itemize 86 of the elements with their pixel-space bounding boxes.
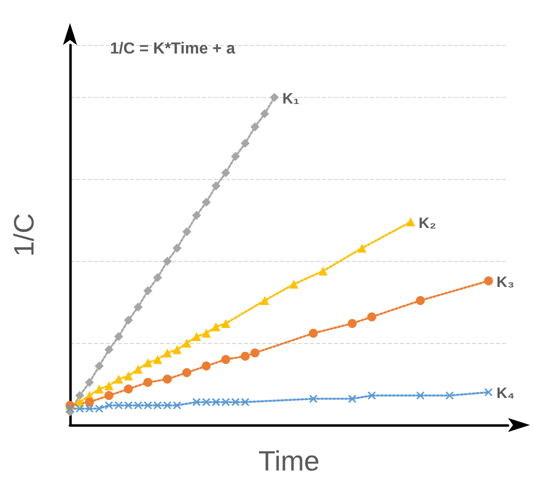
point: [212, 181, 220, 190]
point: [192, 210, 202, 220]
annotation: K₁: [282, 90, 300, 108]
point: [124, 384, 133, 394]
point: [250, 348, 260, 358]
point: [289, 280, 298, 289]
point: [348, 394, 357, 404]
point: [134, 364, 143, 374]
point: [162, 348, 172, 358]
point: [124, 371, 133, 380]
point: [172, 345, 182, 354]
point: [143, 358, 152, 368]
chart-title: 1/C = K*Time + a: [110, 40, 236, 58]
point: [153, 401, 162, 410]
point: [358, 244, 366, 253]
point: [416, 296, 425, 306]
point: [182, 338, 192, 348]
point: [445, 391, 454, 400]
point: [270, 92, 279, 102]
point: [134, 302, 143, 312]
annotation: K₃: [496, 274, 514, 291]
point: [202, 328, 211, 338]
annotation: K₂: [418, 214, 436, 232]
point: [162, 374, 172, 384]
point: [75, 404, 84, 413]
point: [124, 316, 133, 325]
point: [94, 384, 104, 394]
point: [75, 391, 84, 400]
point: [212, 398, 220, 406]
point: [221, 168, 230, 178]
point: [250, 122, 260, 132]
point: [163, 401, 172, 410]
point: [153, 354, 162, 364]
point: [192, 332, 202, 342]
annotation: K₄: [496, 385, 515, 402]
point: [221, 354, 230, 364]
point: [348, 318, 357, 328]
point: [84, 378, 94, 387]
point: [260, 109, 270, 118]
point: [406, 217, 416, 226]
point: [202, 398, 211, 406]
point: [230, 152, 240, 161]
point: [416, 391, 425, 400]
point: [104, 401, 114, 410]
point: [94, 362, 104, 371]
point: [182, 227, 192, 236]
point: [162, 256, 172, 266]
point: [260, 296, 270, 306]
point: [172, 401, 182, 410]
point: [143, 286, 152, 296]
point: [484, 388, 493, 396]
y-axis-title: 1/C: [8, 213, 40, 257]
point: [172, 244, 182, 253]
point: [309, 394, 318, 404]
point: [114, 332, 124, 342]
point: [202, 198, 211, 207]
point: [192, 398, 201, 406]
point: [144, 401, 152, 410]
point: [114, 374, 124, 384]
point: [231, 398, 240, 406]
point: [84, 398, 94, 407]
point: [153, 273, 162, 282]
point: [212, 322, 220, 332]
point: [143, 378, 152, 387]
point: [202, 362, 211, 371]
point: [240, 138, 250, 148]
point: [104, 381, 114, 390]
point: [308, 328, 318, 338]
point: [240, 352, 250, 361]
point: [318, 266, 328, 276]
point: [367, 391, 376, 400]
point: [114, 401, 123, 410]
point: [367, 312, 376, 322]
point: [66, 404, 74, 413]
point: [85, 404, 94, 413]
point: [240, 398, 250, 406]
point: [134, 401, 142, 410]
point: [94, 404, 104, 413]
point: [182, 368, 192, 378]
point: [104, 391, 114, 400]
point: [221, 398, 230, 406]
point: [104, 345, 114, 354]
point: [484, 276, 494, 286]
point: [221, 318, 230, 328]
point: [124, 401, 133, 410]
x-axis-title: Time: [258, 446, 320, 476]
